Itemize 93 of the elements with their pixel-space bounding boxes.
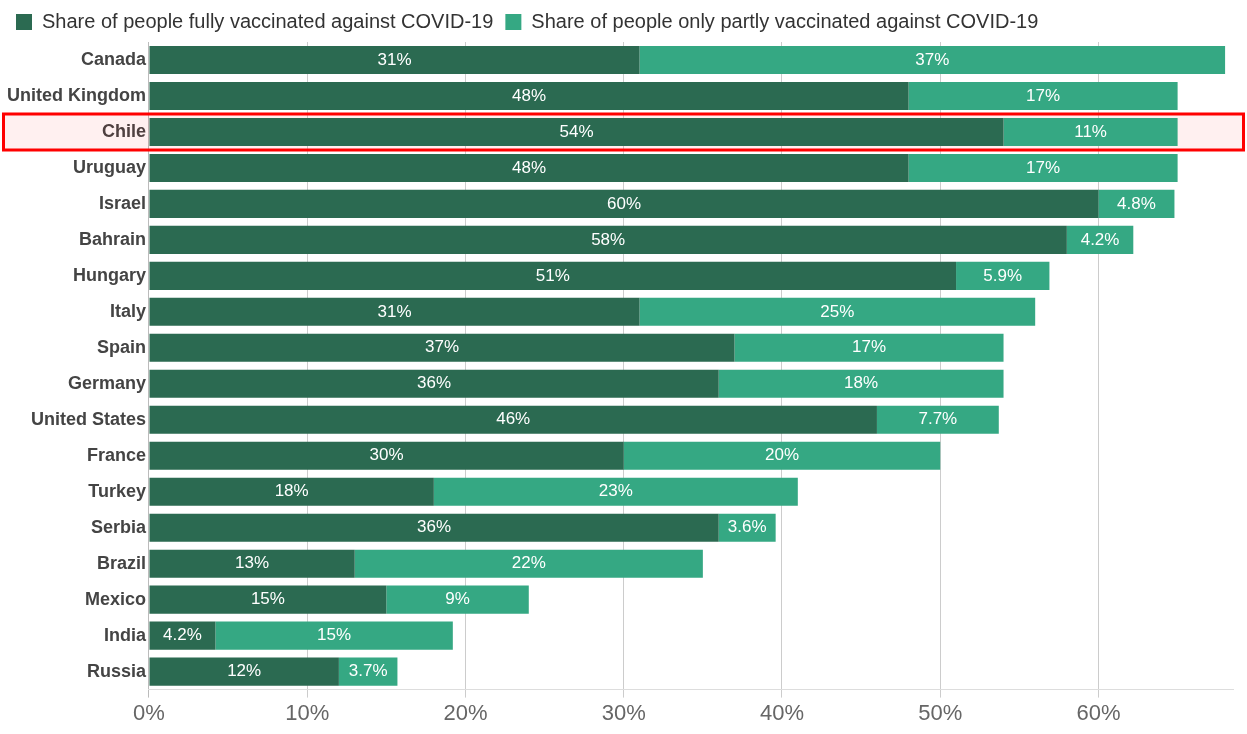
y-tick-label: United States: [30, 408, 146, 429]
y-tick-label: United Kingdom: [7, 84, 146, 105]
bar: [433, 477, 798, 506]
data-label: 4.2%: [163, 625, 202, 645]
bar: [718, 369, 1004, 398]
x-tick-label: 50%: [918, 699, 963, 725]
x-tick-label: 60%: [1076, 699, 1121, 725]
x-tick-label: 0%: [133, 699, 165, 725]
y-tick-label: Germany: [67, 372, 146, 393]
data-label: 5.9%: [983, 265, 1023, 285]
y-tick-label: Canada: [80, 48, 147, 69]
x-tick-label: 10%: [285, 699, 330, 725]
y-tick-label: Spain: [96, 336, 146, 357]
bar: [149, 45, 640, 75]
bar: [149, 441, 624, 470]
bar: [734, 333, 1004, 362]
data-label: 18%: [274, 481, 309, 501]
legend-label: Share of people fully vaccinated against COVID-19: [42, 9, 494, 32]
data-label: 46%: [496, 409, 531, 429]
bar: [149, 477, 434, 506]
bar: [149, 297, 640, 326]
data-label: 17%: [1026, 157, 1061, 177]
data-label: 36%: [417, 517, 452, 537]
bar: [149, 513, 719, 542]
data-label: 12%: [227, 661, 262, 681]
y-tick-label: France: [86, 444, 146, 465]
y-tick-label: Italy: [109, 300, 146, 321]
bar: [1003, 117, 1178, 146]
data-label: 48%: [512, 157, 547, 177]
data-label: 51%: [535, 265, 570, 285]
y-tick-label: Bahrain: [78, 228, 146, 249]
bar: [639, 297, 1036, 326]
bar: [149, 261, 957, 290]
data-label: 13%: [235, 553, 270, 573]
data-label: 15%: [250, 589, 285, 609]
bar: [215, 621, 453, 650]
data-label: 17%: [852, 337, 887, 357]
y-tick-label: Brazil: [96, 552, 146, 573]
bar: [876, 405, 999, 434]
bar: [149, 333, 735, 362]
bar: [623, 441, 941, 470]
data-label: 4.2%: [1080, 229, 1120, 249]
bar: [149, 405, 877, 434]
data-label: 17%: [1026, 85, 1061, 105]
y-tick-label: India: [103, 624, 147, 645]
data-label: 54%: [559, 121, 594, 141]
bar: [149, 189, 1099, 218]
data-label: 22%: [511, 553, 546, 573]
y-tick-label: Serbia: [90, 516, 147, 537]
data-label: 36%: [417, 373, 452, 393]
data-label: 9%: [445, 589, 470, 609]
bar: [386, 585, 529, 614]
data-label: 3.6%: [727, 517, 767, 537]
bar: [354, 549, 703, 578]
y-tick-label: Israel: [98, 192, 146, 213]
x-tick-label: 20%: [443, 699, 488, 725]
data-label: 31%: [377, 301, 412, 321]
data-label: 30%: [369, 445, 404, 465]
y-tick-label: Uruguay: [72, 156, 146, 177]
data-label: 20%: [764, 445, 799, 465]
data-label: 11%: [1074, 121, 1107, 141]
data-label: 58%: [591, 229, 626, 249]
data-label: 31%: [377, 49, 412, 69]
legend-label: Share of people only partly vaccinated against COVID-19: [531, 9, 1039, 32]
bar: [149, 81, 909, 110]
data-label: 4.8%: [1117, 193, 1156, 213]
data-label: 37%: [915, 49, 950, 69]
bar: [908, 81, 1178, 110]
bar: [908, 153, 1178, 182]
bar: [149, 153, 909, 182]
data-label: 7.7%: [918, 409, 958, 429]
bar: [956, 261, 1050, 290]
y-tick-label: Mexico: [84, 588, 146, 609]
data-label: 48%: [512, 85, 547, 105]
y-tick-label: Hungary: [72, 264, 146, 285]
bar: [149, 549, 355, 578]
bar: [639, 45, 1226, 75]
data-label: 37%: [424, 337, 460, 357]
bar: [149, 225, 1067, 254]
bar: [149, 585, 387, 614]
y-tick-label: Chile: [101, 120, 146, 141]
bar: [149, 369, 719, 398]
data-label: 3.7%: [348, 661, 388, 681]
bar: [149, 657, 339, 686]
y-tick-label: Russia: [86, 660, 147, 681]
data-label: 60%: [606, 193, 641, 213]
data-label: 23%: [598, 481, 633, 501]
data-label: 18%: [844, 373, 879, 393]
x-tick-label: 30%: [601, 699, 646, 725]
y-tick-label: Turkey: [88, 480, 146, 501]
data-label: 25%: [820, 301, 855, 321]
data-label: 15%: [317, 625, 352, 645]
x-tick-label: 40%: [759, 699, 805, 725]
